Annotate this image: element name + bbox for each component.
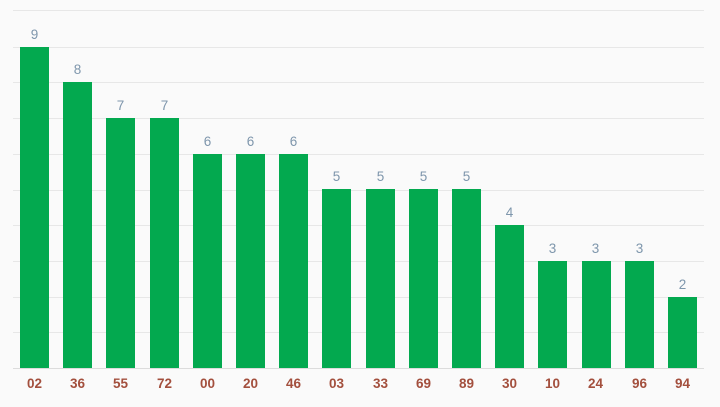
bar-89[interactable]	[452, 189, 481, 368]
bar-value-label: 3	[591, 241, 600, 256]
bar-55[interactable]	[106, 118, 135, 368]
bar-value-label: 2	[678, 277, 687, 292]
bar-value-label: 5	[462, 169, 471, 184]
bar-value-label: 9	[30, 27, 39, 42]
gridline	[13, 118, 704, 119]
gridline	[13, 82, 704, 83]
gridline	[13, 190, 704, 191]
gridline	[13, 10, 704, 11]
bar-46[interactable]	[279, 154, 308, 368]
x-axis-label: 00	[199, 376, 216, 391]
bar-94[interactable]	[668, 297, 697, 368]
bar-value-label: 4	[505, 205, 514, 220]
bar-value-label: 7	[116, 98, 125, 113]
bar-20[interactable]	[236, 154, 265, 368]
x-axis-label: 10	[544, 376, 561, 391]
bar-value-label: 6	[289, 134, 298, 149]
x-axis-label: 69	[415, 376, 432, 391]
gridline	[13, 47, 704, 48]
x-axis-label: 46	[285, 376, 302, 391]
x-axis-label: 02	[26, 376, 43, 391]
gridline	[13, 261, 704, 262]
bar-value-label: 6	[246, 134, 255, 149]
bar-value-label: 3	[635, 241, 644, 256]
bar-72[interactable]	[150, 118, 179, 368]
bar-value-label: 5	[376, 169, 385, 184]
x-axis-label: 24	[587, 376, 604, 391]
bar-value-label: 8	[73, 62, 82, 77]
bar-69[interactable]	[409, 189, 438, 368]
bar-00[interactable]	[193, 154, 222, 368]
bar-value-label: 5	[332, 169, 341, 184]
bar-value-label: 5	[419, 169, 428, 184]
bar-02[interactable]	[20, 47, 49, 368]
bar-value-label: 3	[548, 241, 557, 256]
x-axis-label: 03	[328, 376, 345, 391]
x-axis-label: 89	[458, 376, 475, 391]
x-axis-label: 55	[112, 376, 129, 391]
x-axis-label: 30	[501, 376, 518, 391]
bar-value-label: 7	[160, 98, 169, 113]
x-axis-label: 33	[372, 376, 389, 391]
x-axis-label: 94	[674, 376, 691, 391]
bar-36[interactable]	[63, 82, 92, 368]
x-axis-label: 96	[631, 376, 648, 391]
gridline	[13, 297, 704, 298]
x-axis-label: 36	[69, 376, 86, 391]
bar-96[interactable]	[625, 261, 654, 368]
bar-03[interactable]	[322, 189, 351, 368]
gridline	[13, 154, 704, 155]
x-axis-label: 72	[156, 376, 173, 391]
x-axis-label: 20	[242, 376, 259, 391]
gridline	[13, 332, 704, 333]
bar-10[interactable]	[538, 261, 567, 368]
x-axis-baseline	[13, 368, 704, 369]
plot-area: 9 02 8 36 7 55 7 72 6 00 6 20 6 46 5 03 5 33 5 69 5 89 4 30 3 10 3…	[13, 10, 704, 391]
bar-30[interactable]	[495, 225, 524, 368]
bar-value-label: 6	[203, 134, 212, 149]
gridline	[13, 225, 704, 226]
bar-33[interactable]	[366, 189, 395, 368]
bar-24[interactable]	[582, 261, 611, 368]
